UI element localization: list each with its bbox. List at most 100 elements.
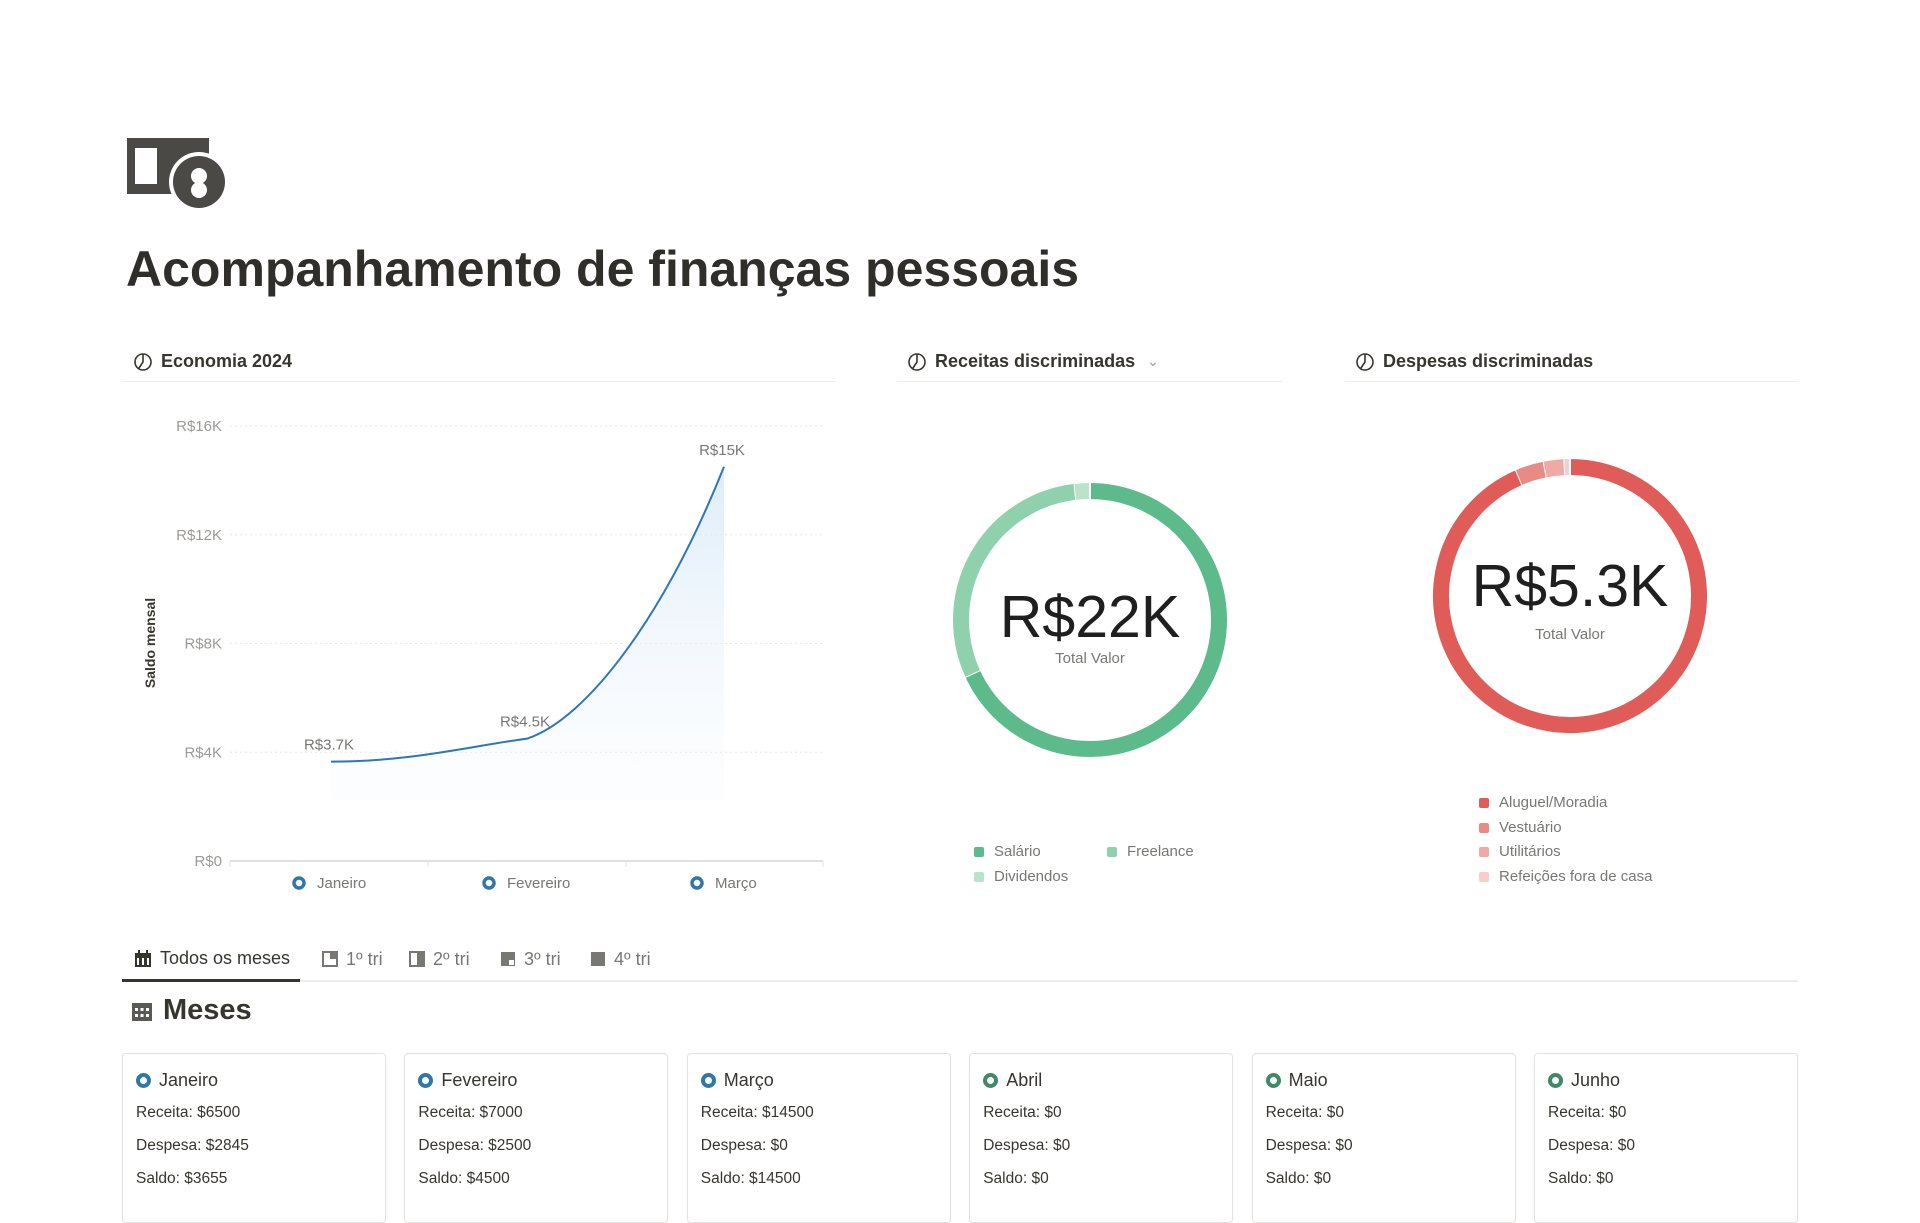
data-label: R$15K	[699, 442, 745, 459]
legend-swatch	[1479, 847, 1489, 857]
despesa-value: Despesa: $2500	[418, 1137, 654, 1158]
status-circle-icon	[1266, 1073, 1281, 1088]
legend-swatch	[1479, 823, 1489, 833]
quarter-2-icon	[409, 951, 425, 967]
month-card-fevereiro[interactable]: Fevereiro Receita: $7000 Despesa: $2500 …	[404, 1053, 668, 1223]
saldo-value: Saldo: $0	[1266, 1170, 1502, 1191]
legend-item: Utilitários	[1479, 843, 1561, 860]
chevron-down-icon[interactable]: ⌄	[1147, 353, 1159, 370]
donut-center-value: R$5.3K	[1420, 552, 1720, 620]
month-name: Junho	[1571, 1070, 1620, 1091]
legend-swatch	[1479, 798, 1489, 808]
legend-label: Vestuário	[1499, 819, 1562, 836]
receita-value: Receita: $6500	[136, 1104, 372, 1125]
receita-value: Receita: $0	[1266, 1104, 1502, 1125]
pie-chart-icon	[1355, 352, 1375, 372]
legend-swatch	[974, 847, 984, 857]
y-tick-label: R$16K	[176, 418, 222, 435]
section-title: Despesas discriminadas	[1383, 351, 1593, 372]
legend-swatch	[974, 872, 984, 882]
month-card-maio[interactable]: Maio Receita: $0 Despesa: $0 Saldo: $0	[1252, 1053, 1516, 1223]
legend-marker	[294, 878, 304, 888]
data-label: R$3.7K	[304, 737, 354, 754]
legend-item: Freelance	[1107, 843, 1194, 860]
legend-item: Dividendos	[974, 868, 1068, 885]
y-tick-label: R$4K	[184, 744, 222, 761]
despesa-value: Despesa: $0	[1548, 1137, 1784, 1158]
status-circle-icon	[136, 1073, 151, 1088]
section-header-receitas[interactable]: Receitas discriminadas ⌄	[897, 342, 1283, 382]
saldo-value: Saldo: $14500	[701, 1170, 937, 1191]
meses-heading: Meses	[131, 994, 252, 1027]
tab-4-tri[interactable]: 4º tri	[590, 938, 651, 980]
month-card-janeiro[interactable]: Janeiro Receita: $6500 Despesa: $2845 Sa…	[122, 1053, 386, 1223]
legend-label: Freelance	[1127, 843, 1194, 860]
despesa-value: Despesa: $0	[701, 1137, 937, 1158]
tab-3-tri[interactable]: 3º tri	[500, 938, 561, 980]
legend-item: Aluguel/Moradia	[1479, 794, 1607, 811]
month-name: Março	[724, 1070, 774, 1091]
legend-marker	[692, 878, 702, 888]
area-fill	[331, 467, 724, 800]
tab-label: 1º tri	[346, 949, 383, 970]
quarter-1-icon	[322, 951, 338, 967]
saldo-value: Saldo: $3655	[136, 1170, 372, 1191]
y-tick-label: R$8K	[184, 636, 222, 653]
legend-item: Salário	[974, 843, 1041, 860]
donut-center-value: R$22K	[940, 583, 1240, 651]
month-card-março[interactable]: Março Receita: $14500 Despesa: $0 Saldo:…	[687, 1053, 951, 1223]
month-name: Janeiro	[159, 1070, 218, 1091]
tab-label: 4º tri	[614, 949, 651, 970]
month-card-junho[interactable]: Junho Receita: $0 Despesa: $0 Saldo: $0	[1534, 1053, 1798, 1223]
receita-value: Receita: $0	[983, 1104, 1219, 1125]
pie-chart-icon	[907, 352, 927, 372]
month-name: Maio	[1289, 1070, 1328, 1091]
legend-label: Aluguel/Moradia	[1499, 794, 1607, 811]
section-header-despesas[interactable]: Despesas discriminadas	[1345, 342, 1797, 382]
view-tabs: Todos os meses 1º tri 2º tri 3º tri 4º t…	[122, 938, 1798, 982]
legend-item: Refeições fora de casa	[1479, 868, 1652, 885]
despesa-value: Despesa: $0	[1266, 1137, 1502, 1158]
tab-1-tri[interactable]: 1º tri	[322, 938, 383, 980]
month-card-abril[interactable]: Abril Receita: $0 Despesa: $0 Saldo: $0	[969, 1053, 1233, 1223]
x-category-label: Janeiro	[317, 875, 366, 892]
y-tick-label: R$12K	[176, 527, 222, 544]
y-tick-label: R$0	[194, 853, 222, 870]
tab-2-tri[interactable]: 2º tri	[409, 938, 470, 980]
status-circle-icon	[418, 1073, 433, 1088]
x-category-label: Março	[715, 875, 757, 892]
donut-center-label: Total Valor	[940, 650, 1240, 667]
tab-label: Todos os meses	[160, 948, 290, 969]
status-circle-icon	[1548, 1073, 1563, 1088]
tab-label: 2º tri	[433, 949, 470, 970]
donut-center-label: Total Valor	[1420, 626, 1720, 643]
legend-item: Vestuário	[1479, 819, 1562, 836]
despesa-value: Despesa: $0	[983, 1137, 1219, 1158]
tab-todos-os-meses[interactable]: Todos os meses	[122, 938, 300, 982]
savings-line-chart: R$0 R$4K R$8K R$12K R$16K R$3.7K R$4.5K R$15K Ja…	[0, 0, 900, 920]
legend-label: Salário	[994, 843, 1041, 860]
receita-value: Receita: $0	[1548, 1104, 1784, 1125]
calendar-icon	[134, 950, 152, 968]
status-circle-icon	[701, 1073, 716, 1088]
legend-label: Dividendos	[994, 868, 1068, 885]
data-label: R$4.5K	[500, 714, 550, 731]
calendar-grid-icon	[131, 1000, 153, 1022]
receita-value: Receita: $14500	[701, 1104, 937, 1125]
legend-swatch	[1479, 872, 1489, 882]
despesa-value: Despesa: $2845	[136, 1137, 372, 1158]
status-circle-icon	[983, 1073, 998, 1088]
receita-value: Receita: $7000	[418, 1104, 654, 1125]
month-name: Abril	[1006, 1070, 1042, 1091]
quarter-4-icon	[590, 951, 606, 967]
legend-label: Utilitários	[1499, 843, 1561, 860]
legend-swatch	[1107, 847, 1117, 857]
legend-label: Refeições fora de casa	[1499, 868, 1652, 885]
y-axis-label: Saldo mensal	[142, 598, 158, 688]
saldo-value: Saldo: $0	[1548, 1170, 1784, 1191]
section-title: Receitas discriminadas	[935, 351, 1135, 372]
x-category-label: Fevereiro	[507, 875, 570, 892]
month-name: Fevereiro	[441, 1070, 517, 1091]
saldo-value: Saldo: $0	[983, 1170, 1219, 1191]
saldo-value: Saldo: $4500	[418, 1170, 654, 1191]
